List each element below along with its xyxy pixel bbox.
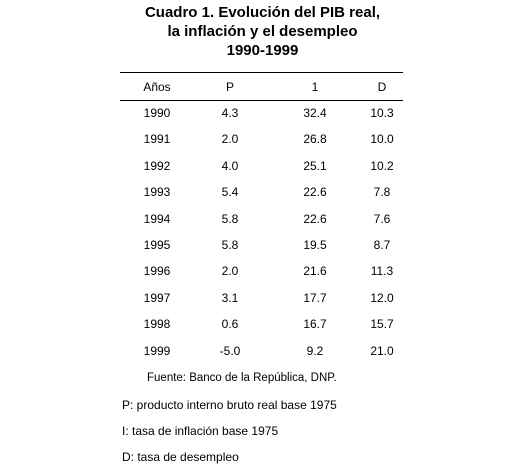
value-cell: 2.0 [221, 264, 239, 279]
title-line: Cuadro 1. Evolución del PIB real, [144, 4, 381, 21]
value-cell: 7.8 [373, 185, 391, 200]
column-header: 1 [311, 80, 319, 94]
year-cell: 1991 [143, 132, 171, 147]
value-cell: 7.6 [373, 211, 391, 226]
year-cell: 1996 [143, 264, 171, 279]
year-cell: 1998 [143, 317, 171, 332]
column-header: Años [143, 80, 171, 94]
value-cell: 10.3 [370, 106, 394, 120]
value-cell: 25.1 [303, 158, 327, 173]
title-line: 1990-1999 [226, 42, 299, 59]
value-cell: 26.8 [303, 132, 327, 147]
year-cell: 1994 [143, 211, 171, 226]
year-cell: 1999 [143, 343, 171, 358]
value-cell: 10.2 [370, 158, 394, 173]
note: I: tasa de inflación base 1975 [122, 424, 279, 438]
source: Fuente: Banco de la República, DNP. [147, 372, 337, 384]
value-cell: 19.5 [303, 238, 327, 252]
value-cell: 5.8 [221, 238, 239, 252]
value-cell: 4.0 [221, 158, 239, 173]
value-cell: 16.7 [303, 317, 327, 332]
value-cell: 9.2 [306, 343, 324, 358]
note: D: tasa de desempleo [122, 450, 239, 464]
value-cell: 3.1 [221, 290, 239, 305]
value-cell: 5.4 [221, 185, 239, 200]
value-cell: 15.7 [370, 317, 394, 332]
value-cell: 5.8 [221, 211, 239, 226]
top-rule [120, 72, 403, 73]
value-cell: -5.0 [219, 343, 241, 358]
year-cell: 1997 [143, 290, 171, 305]
value-cell: 10.0 [370, 132, 394, 147]
year-cell: 1992 [143, 158, 171, 173]
value-cell: 12.0 [370, 290, 394, 305]
value-cell: 17.7 [303, 290, 327, 305]
value-cell: 0.6 [221, 317, 239, 332]
value-cell: 21.0 [370, 343, 394, 358]
value-cell: 4.3 [221, 106, 239, 120]
value-cell: 22.6 [303, 211, 327, 226]
value-cell: 11.3 [370, 264, 394, 279]
value-cell: 21.6 [303, 264, 327, 279]
value-cell: 2.0 [221, 132, 239, 147]
value-cell: 32.4 [303, 106, 327, 120]
column-header: P [225, 80, 235, 94]
value-cell: 8.7 [373, 238, 391, 252]
year-cell: 1995 [143, 238, 171, 252]
year-cell: 1993 [143, 185, 171, 200]
value-cell: 22.6 [303, 185, 327, 200]
note: P: producto interno bruto real base 1975 [122, 398, 337, 412]
column-header: D [377, 80, 387, 94]
title-line: la inflación y el desempleo [167, 23, 358, 40]
year-cell: 1990 [143, 106, 171, 120]
header-rule [120, 100, 403, 101]
